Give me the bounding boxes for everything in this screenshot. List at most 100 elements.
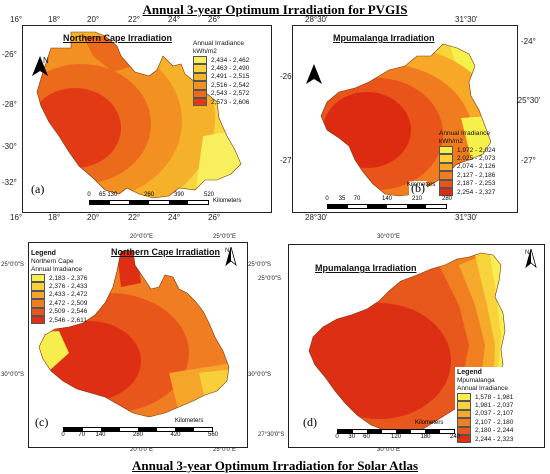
legend-subtitle: Annual Irradiance bbox=[31, 266, 82, 273]
axis-label: 20° bbox=[87, 15, 100, 24]
scale-tick: 65 130 bbox=[99, 192, 118, 198]
legend-item: 1,578 - 1,981 bbox=[457, 392, 514, 402]
legend-item: 2,127 - 2,186 bbox=[439, 171, 496, 180]
axis-label: 24° bbox=[168, 15, 181, 24]
zone-class-6 bbox=[323, 92, 411, 168]
legend-label: 2,546 - 2,611 bbox=[49, 316, 87, 324]
axis-label: -24° bbox=[521, 37, 536, 46]
legend-swatch bbox=[439, 179, 453, 189]
legend-d: Legend Mpumalanga Annual Irradiance 1,57… bbox=[455, 367, 516, 445]
axis-label: -27° bbox=[280, 156, 295, 165]
north-label: N bbox=[225, 248, 230, 254]
legend-title: Mpumalanga bbox=[457, 377, 495, 384]
axis-label: 20° bbox=[87, 213, 100, 222]
axis-label: 16° bbox=[10, 15, 23, 24]
axis-label: 25°0'0"E bbox=[213, 234, 237, 240]
legend-item: 2,180 - 2,244 bbox=[457, 426, 514, 436]
axis-label: 22° bbox=[128, 213, 141, 222]
scale-ticks: 0 65 130 260 390 520 bbox=[87, 192, 214, 200]
legend-label: 2,509 - 2,546 bbox=[49, 308, 88, 316]
legend-swatch bbox=[31, 290, 45, 300]
legend-label: 2,254 - 2,327 bbox=[457, 188, 496, 196]
legend-title: Annual Irradiance bbox=[439, 130, 490, 137]
legend-swatch bbox=[439, 162, 453, 172]
legend-item: 2,516 - 2,542 bbox=[193, 81, 250, 90]
north-arrow-icon bbox=[525, 249, 537, 269]
scale-tick: 180 bbox=[420, 434, 431, 440]
north-arrow: N bbox=[525, 249, 537, 269]
scale-units: Kilometers bbox=[407, 182, 436, 188]
legend-item: 2,107 - 2,180 bbox=[457, 418, 513, 427]
legend-item: 2,187 - 2,253 bbox=[439, 179, 496, 189]
scale-units: Kilometers bbox=[415, 420, 444, 426]
axis-label: -26° bbox=[280, 72, 295, 81]
legend-label: 2,127 - 2,186 bbox=[457, 171, 496, 179]
scale-bar-c: 0 70 140 280 420 560 Kilometers bbox=[61, 418, 218, 440]
axis-label: 16° bbox=[10, 213, 23, 222]
legend-swatch bbox=[193, 72, 207, 82]
legend-item: 1,981 - 2,037 bbox=[457, 401, 513, 410]
axis-label: 27°30'0"S bbox=[258, 432, 285, 438]
legend-title: Annual Irradiance bbox=[193, 40, 244, 47]
legend-item: 2,376 - 2,433 bbox=[31, 282, 87, 291]
axis-label: -32° bbox=[2, 178, 17, 187]
heading-top: Annual 3-year Optimum Irradiation for PV… bbox=[142, 2, 408, 17]
axis-label: 26° bbox=[208, 15, 221, 24]
axis-label: -28° bbox=[2, 100, 17, 109]
legend-swatch bbox=[457, 392, 471, 402]
axis-label: 20°0'0"E bbox=[130, 234, 154, 240]
legend-item: 2,434 - 2,462 bbox=[193, 55, 250, 65]
panel-letter-d: (d) bbox=[301, 415, 319, 430]
legend-label: 2,543 - 2,572 bbox=[211, 90, 250, 98]
north-arrow: N bbox=[225, 247, 237, 267]
province-outline bbox=[36, 31, 242, 199]
legend-label: 1,578 - 1,981 bbox=[475, 393, 514, 401]
legend-label: 2,187 - 2,253 bbox=[457, 180, 496, 188]
legend-item: 2,074 - 2,126 bbox=[439, 162, 496, 172]
scale-tick: 390 bbox=[173, 192, 185, 198]
legend-swatch bbox=[439, 145, 453, 155]
legend-label: 2,463 - 2,490 bbox=[211, 65, 250, 73]
legend-c: Legend Northern Cape Annual Irradiance 2… bbox=[31, 249, 88, 325]
panel-letter-a: (a) bbox=[29, 182, 47, 197]
scale-tick: 420 bbox=[170, 432, 181, 438]
legend-swatch bbox=[457, 409, 471, 419]
north-arrow-icon bbox=[306, 64, 322, 84]
legend-label: 2,516 - 2,542 bbox=[211, 81, 250, 89]
legend-swatch bbox=[193, 81, 207, 90]
legend-item: 2,472 - 2,509 bbox=[31, 299, 87, 308]
legend-label: 2,180 - 2,244 bbox=[475, 427, 514, 435]
legend-label: 2,434 - 2,462 bbox=[211, 56, 250, 64]
scale-tick: 520 bbox=[203, 192, 215, 198]
legend-label: 2,433 - 2,472 bbox=[49, 291, 88, 299]
legend-heading: Legend bbox=[457, 369, 482, 376]
scale-units: Kilometers bbox=[213, 198, 242, 204]
legend-label: 2,244 - 2,323 bbox=[475, 435, 514, 443]
legend-label: 2,025 - 2,073 bbox=[457, 155, 496, 163]
heading-bottom: Annual 3-year Optimum Irradiation for So… bbox=[131, 458, 419, 473]
north-arrow-icon bbox=[32, 56, 48, 76]
axis-label: 28°30' bbox=[305, 213, 328, 222]
scale-ticks: 0 70 140 280 420 560 bbox=[61, 432, 218, 440]
legend-swatch bbox=[31, 315, 45, 325]
legend-subtitle: Annual Irradiance bbox=[457, 385, 508, 392]
axis-label: 30°0'0"E bbox=[377, 234, 401, 240]
legend-swatch bbox=[457, 401, 471, 410]
legend-label: 2,074 - 2,126 bbox=[457, 163, 496, 171]
north-arrow-icon bbox=[225, 247, 237, 267]
scale-tick: 0 bbox=[87, 192, 91, 198]
scale-tick: 60 bbox=[363, 434, 370, 440]
axis-label: 25°0'0"S bbox=[258, 276, 282, 282]
scale-tick: 0 bbox=[335, 434, 339, 440]
province-outline bbox=[308, 252, 506, 434]
map-panel-c: Northern Cape Irradiation Legend Norther… bbox=[28, 242, 248, 448]
legend-b: Annual Irradiance kWh/m2 1,972 - 2,024 2… bbox=[439, 130, 496, 197]
axis-label: 31°30' bbox=[455, 15, 478, 24]
scale-bar-graphic bbox=[63, 427, 213, 432]
legend-swatch bbox=[31, 299, 45, 308]
scale-tick: 140 bbox=[381, 196, 393, 202]
panel-b-title: Mpumalanga Irradiation bbox=[333, 33, 435, 43]
panel-letter-b: (b) bbox=[409, 181, 427, 196]
scale-tick: 210 bbox=[411, 196, 423, 202]
scale-units: Kilometers bbox=[175, 418, 204, 424]
